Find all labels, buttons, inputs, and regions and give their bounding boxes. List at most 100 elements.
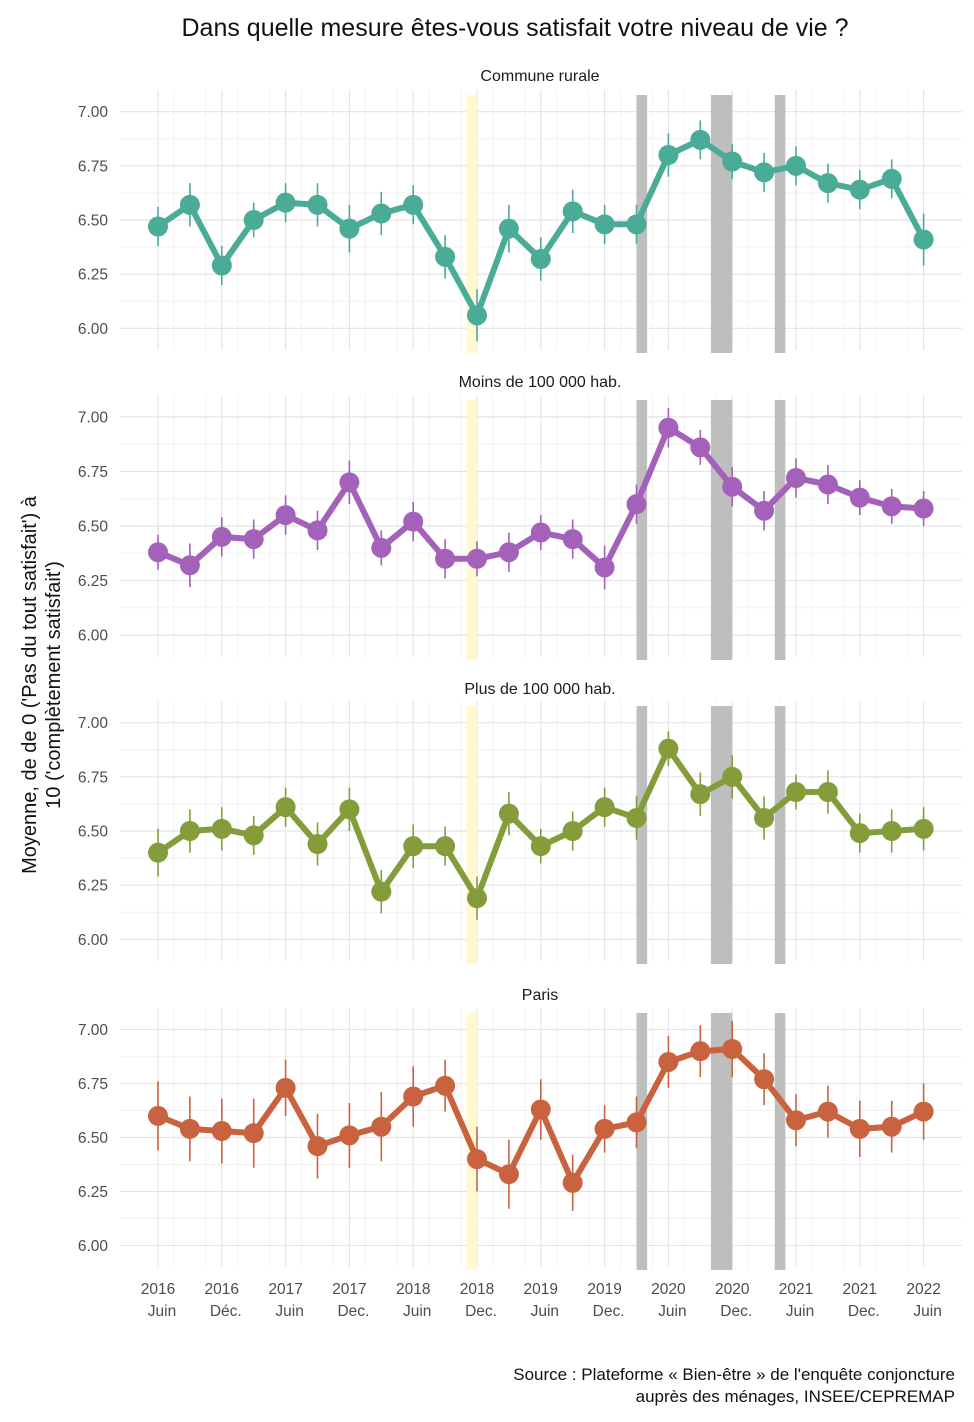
data-point	[435, 836, 456, 857]
facet-label: Paris	[522, 987, 558, 1004]
data-point	[211, 526, 232, 547]
x-tick-label-year: 2016	[141, 1281, 175, 1298]
x-tick-label-year: 2018	[460, 1281, 494, 1298]
data-point	[435, 246, 456, 267]
data-point	[562, 1172, 583, 1193]
data-point	[339, 799, 360, 820]
highlight-period-yellow	[466, 95, 477, 353]
y-tick-label: 6.00	[78, 321, 109, 338]
y-tick-label: 6.50	[78, 519, 109, 536]
y-tick-label: 6.00	[78, 1238, 109, 1255]
data-point	[148, 216, 168, 237]
data-point	[658, 738, 679, 759]
x-tick-label-month: Juin	[658, 1303, 686, 1320]
x-tick-label-month: Dec.	[720, 1303, 752, 1320]
data-point	[658, 1051, 679, 1072]
data-point	[913, 818, 934, 839]
x-tick-label-month: Juin	[913, 1303, 941, 1320]
data-point	[211, 255, 232, 276]
data-point	[243, 1123, 264, 1144]
data-point	[179, 555, 200, 576]
data-point	[371, 1116, 392, 1137]
data-point	[275, 192, 296, 213]
data-point	[786, 1110, 806, 1131]
y-tick-label: 7.00	[78, 715, 109, 732]
data-point	[690, 129, 711, 150]
highlight-period-gray	[774, 1013, 786, 1270]
x-tick-label-month: Juin	[275, 1303, 303, 1320]
data-point	[626, 1112, 647, 1133]
data-point	[339, 1125, 360, 1146]
data-point	[530, 1099, 551, 1120]
data-point	[403, 1086, 424, 1107]
data-point	[148, 542, 168, 563]
data-point	[435, 1075, 456, 1096]
x-tick-label-month: Dec.	[337, 1303, 369, 1320]
data-point	[786, 467, 806, 488]
data-point	[594, 1118, 615, 1139]
data-point	[275, 1077, 296, 1098]
x-tick-label-year: 2020	[715, 1281, 750, 1298]
highlight-period-gray	[774, 706, 786, 964]
x-tick-label-month: Juin	[531, 1303, 559, 1320]
x-tick-label-year: 2020	[651, 1281, 686, 1298]
y-tick-label: 6.75	[78, 158, 108, 175]
facet-label: Plus de 100 000 hab.	[464, 681, 615, 698]
data-point	[243, 210, 264, 230]
data-point	[339, 472, 360, 493]
data-point	[754, 162, 775, 183]
data-point	[722, 766, 743, 787]
highlight-period-gray	[710, 400, 733, 660]
data-point	[467, 888, 487, 909]
data-point	[179, 821, 200, 841]
data-point	[498, 803, 519, 824]
x-tick-label-month: Juin	[786, 1303, 814, 1320]
data-point	[626, 214, 647, 235]
data-point	[849, 823, 870, 844]
data-point	[881, 1116, 902, 1137]
x-tick-label-year: 2022	[906, 1281, 940, 1298]
facet-panel-3: 6.00 6.25 6.50 6.75 7.00 Plus de 100 000 hab.	[78, 681, 962, 964]
caption-line1: Source : Plateforme « Bien-être » de l'e…	[513, 1365, 955, 1384]
data-point	[211, 818, 232, 839]
data-point	[658, 417, 679, 438]
data-point	[275, 505, 296, 526]
data-point	[467, 1149, 487, 1170]
highlight-period-gray	[636, 1013, 648, 1270]
highlight-period-gray	[774, 95, 786, 353]
data-point	[148, 842, 168, 863]
data-point	[690, 437, 711, 458]
data-point	[562, 201, 583, 222]
highlight-period-gray	[710, 1013, 733, 1270]
caption-line2: auprès des ménages, INSEE/CEPREMAP	[636, 1387, 955, 1406]
x-tick-label-year: 2017	[332, 1281, 366, 1298]
data-point	[243, 529, 264, 550]
x-tick-label-month: Dec.	[593, 1303, 625, 1320]
y-tick-label: 6.00	[78, 932, 109, 949]
facet-label: Commune rurale	[480, 68, 599, 85]
data-point	[626, 494, 647, 515]
data-point	[562, 529, 583, 550]
y-tick-label: 6.75	[78, 1076, 108, 1093]
data-point	[913, 229, 934, 250]
data-point	[817, 173, 838, 194]
data-point	[530, 249, 551, 269]
x-tick-label-month: Dec.	[465, 1303, 497, 1320]
x-tick-label-year: 2016	[205, 1281, 239, 1298]
data-point	[307, 1136, 328, 1157]
data-point	[435, 548, 456, 569]
data-point	[690, 784, 711, 805]
data-point	[913, 1101, 934, 1122]
data-point	[530, 836, 551, 857]
x-tick-label-year: 2021	[779, 1281, 813, 1298]
y-tick-label: 6.25	[78, 573, 108, 590]
y-tick-label: 6.50	[78, 1130, 109, 1147]
highlight-period-gray	[636, 400, 648, 660]
x-tick-label-month: Juin	[403, 1303, 431, 1320]
data-point	[498, 218, 519, 239]
data-point	[722, 151, 743, 172]
data-point	[403, 836, 424, 857]
data-point	[786, 782, 806, 802]
